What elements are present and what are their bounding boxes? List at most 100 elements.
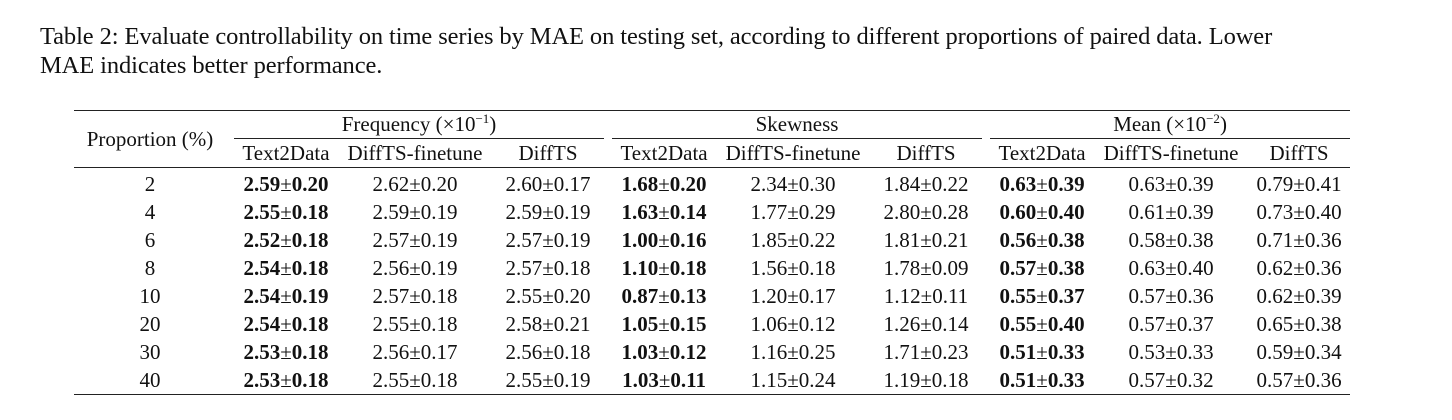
value-cell: 2.53±0.18 bbox=[234, 338, 338, 366]
proportion-cell: 2 bbox=[144, 172, 156, 196]
mean-value: 2.59 bbox=[372, 200, 410, 224]
mean-value: 1.85 bbox=[750, 228, 788, 252]
value-cell: 0.63±0.40 bbox=[1094, 254, 1248, 282]
plus-minus-sign: ± bbox=[542, 228, 554, 252]
mean-value: 2.59 bbox=[505, 200, 543, 224]
mean-value: 0.63 bbox=[1128, 172, 1166, 196]
mean-value: 2.57 bbox=[505, 256, 543, 280]
std-value: 0.17 bbox=[553, 172, 591, 196]
plus-minus-sign: ± bbox=[1293, 228, 1305, 252]
value-cell: 2.59±0.19 bbox=[338, 198, 492, 226]
value-cell: 1.84±0.22 bbox=[870, 168, 982, 199]
plus-minus-sign: ± bbox=[409, 172, 421, 196]
mean-value: 0.60 bbox=[999, 200, 1037, 224]
std-value: 0.36 bbox=[1304, 228, 1342, 252]
plus-minus-sign: ± bbox=[1165, 200, 1177, 224]
table-row: 30 2.53±0.18 2.56±0.17 2.56±0.18 1.03±0.12 1.… bbox=[74, 338, 1350, 366]
std-value: 0.18 bbox=[420, 368, 458, 392]
value-cell: 0.58±0.38 bbox=[1094, 226, 1248, 254]
std-value: 0.28 bbox=[931, 200, 969, 224]
std-value: 0.12 bbox=[798, 312, 836, 336]
plus-minus-sign: ± bbox=[787, 312, 799, 336]
mean-value: 1.68 bbox=[621, 172, 659, 196]
proportion-header: Proportion (%) bbox=[74, 110, 226, 168]
plus-minus-sign: ± bbox=[409, 256, 421, 280]
std-value: 0.39 bbox=[1047, 172, 1085, 196]
mean-value: 0.57 bbox=[1128, 312, 1166, 336]
std-value: 0.14 bbox=[669, 200, 707, 224]
mean-value: 2.58 bbox=[505, 312, 543, 336]
std-value: 0.38 bbox=[1047, 228, 1085, 252]
mean-value: 2.57 bbox=[372, 228, 410, 252]
value-cell: 2.62±0.20 bbox=[338, 168, 492, 199]
plus-minus-sign: ± bbox=[658, 256, 670, 280]
mean-value: 0.57 bbox=[1256, 368, 1294, 392]
plus-minus-sign: ± bbox=[787, 368, 799, 392]
value-cell: 2.59±0.19 bbox=[492, 198, 604, 226]
std-value: 0.33 bbox=[1047, 368, 1085, 392]
proportion-cell: 10 bbox=[139, 284, 161, 308]
std-value: 0.22 bbox=[931, 172, 969, 196]
proportion-cell: 4 bbox=[144, 200, 156, 224]
mean-value: 2.55 bbox=[505, 368, 543, 392]
value-cell: 2.52±0.18 bbox=[234, 226, 338, 254]
plus-minus-sign: ± bbox=[280, 256, 292, 280]
mean-value: 1.26 bbox=[883, 312, 921, 336]
value-cell: 2.55±0.18 bbox=[234, 198, 338, 226]
table-body: 2 2.59±0.20 2.62±0.20 2.60±0.17 1.68±0.20 2.3… bbox=[74, 168, 1350, 395]
value-cell: 0.55±0.40 bbox=[990, 310, 1094, 338]
mean-value: 1.20 bbox=[750, 284, 788, 308]
value-cell: 2.60±0.17 bbox=[492, 168, 604, 199]
mean-value: 1.00 bbox=[621, 228, 659, 252]
mean-value: 1.84 bbox=[883, 172, 921, 196]
mean-value: 0.55 bbox=[999, 284, 1037, 308]
plus-minus-sign: ± bbox=[658, 172, 670, 196]
mean-value: 0.63 bbox=[1128, 256, 1166, 280]
plus-minus-sign: ± bbox=[658, 200, 670, 224]
std-value: 0.36 bbox=[1176, 284, 1214, 308]
value-cell: 0.62±0.39 bbox=[1248, 282, 1350, 310]
column-header-diffts: DiffTS bbox=[492, 138, 605, 168]
mean-value: 1.03 bbox=[621, 340, 659, 364]
value-cell: 2.55±0.18 bbox=[338, 366, 492, 395]
plus-minus-sign: ± bbox=[409, 340, 421, 364]
mean-value: 2.54 bbox=[243, 284, 281, 308]
caption-line-1: Table 2: Evaluate controllability on tim… bbox=[40, 23, 1273, 50]
std-value: 0.18 bbox=[291, 312, 329, 336]
table-caption: Table 2: Evaluate controllability on tim… bbox=[40, 22, 1412, 80]
value-cell: 0.51±0.33 bbox=[990, 366, 1094, 395]
plus-minus-sign: ± bbox=[1036, 368, 1048, 392]
std-value: 0.32 bbox=[1176, 368, 1214, 392]
value-cell: 0.57±0.36 bbox=[1248, 366, 1350, 395]
proportion-cell: 6 bbox=[144, 228, 156, 252]
value-cell: 0.51±0.33 bbox=[990, 338, 1094, 366]
value-cell: 1.12±0.11 bbox=[870, 282, 982, 310]
value-cell: 1.26±0.14 bbox=[870, 310, 982, 338]
value-cell: 1.81±0.21 bbox=[870, 226, 982, 254]
std-value: 0.17 bbox=[420, 340, 458, 364]
value-cell: 2.54±0.18 bbox=[234, 310, 338, 338]
mean-value: 2.56 bbox=[505, 340, 543, 364]
mean-value: 2.54 bbox=[243, 312, 281, 336]
proportion-cell: 8 bbox=[144, 256, 156, 280]
value-cell: 0.63±0.39 bbox=[1094, 168, 1248, 199]
plus-minus-sign: ± bbox=[1165, 368, 1177, 392]
std-value: 0.18 bbox=[420, 312, 458, 336]
table-row: 6 2.52±0.18 2.57±0.19 2.57±0.19 1.00±0.16 1.8… bbox=[74, 226, 1350, 254]
mean-value: 0.51 bbox=[999, 368, 1037, 392]
plus-minus-sign: ± bbox=[1165, 340, 1177, 364]
plus-minus-sign: ± bbox=[658, 368, 671, 392]
caption-line-2: MAE indicates better performance. bbox=[40, 52, 383, 79]
std-value: 0.19 bbox=[420, 200, 458, 224]
std-value: 0.18 bbox=[931, 368, 969, 392]
method-header-row: Text2Data DiffTS-finetune DiffTS Text2Da… bbox=[74, 138, 1351, 168]
std-value: 0.11 bbox=[670, 368, 706, 392]
plus-minus-sign: ± bbox=[787, 228, 799, 252]
std-value: 0.21 bbox=[931, 228, 969, 252]
value-cell: 1.85±0.22 bbox=[716, 226, 870, 254]
mean-value: 1.12 bbox=[883, 284, 921, 308]
plus-minus-sign: ± bbox=[542, 340, 554, 364]
std-value: 0.14 bbox=[931, 312, 969, 336]
plus-minus-sign: ± bbox=[409, 228, 421, 252]
value-cell: 0.60±0.40 bbox=[990, 198, 1094, 226]
